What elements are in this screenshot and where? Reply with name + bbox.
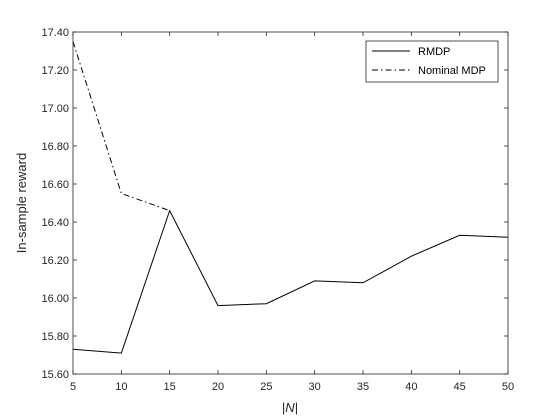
x-tick-label: 50 <box>502 381 514 393</box>
legend-box <box>365 40 499 83</box>
x-tick-label: 35 <box>357 381 369 393</box>
x-tick-label: 10 <box>115 381 127 393</box>
x-tick-label: 25 <box>260 381 272 393</box>
x-tick-label: 45 <box>454 381 466 393</box>
x-axis-label-variable: N <box>285 400 295 415</box>
series-line-rmdp <box>72 209 509 354</box>
y-tick-label: 17.40 <box>41 27 69 39</box>
series-line-nominal-mdp <box>72 41 170 212</box>
y-tick-label: 16.40 <box>41 217 69 229</box>
x-tick-label: 40 <box>405 381 417 393</box>
y-tick-label: 17.00 <box>41 103 69 115</box>
x-tick-label: 20 <box>212 381 224 393</box>
y-axis-label: In-sample reward <box>14 153 29 253</box>
y-tick-label: 16.80 <box>41 141 69 153</box>
y-tick-label: 16.60 <box>41 179 69 191</box>
plot-frame <box>72 31 509 375</box>
data-layer <box>72 41 509 354</box>
legend: RMDP Nominal MDP <box>365 40 499 83</box>
x-tick-label: 15 <box>164 381 176 393</box>
x-axis-label: |N| <box>282 400 298 415</box>
x-axis-label-prefix: | <box>282 400 285 415</box>
y-tick-label: 17.20 <box>41 65 69 77</box>
y-tick-label: 15.60 <box>41 369 69 381</box>
y-tick-label: 16.20 <box>41 255 69 267</box>
y-tick-label: 16.00 <box>41 293 69 305</box>
ticks-layer: 5 10 15 20 25 30 35 40 45 50 15.60 15.80 16.00 16.20 1… <box>41 27 514 393</box>
y-tick-label: 15.80 <box>41 331 69 343</box>
x-tick-label: 30 <box>309 381 321 393</box>
axes-layer <box>72 31 509 375</box>
x-axis-label-suffix: | <box>295 400 298 415</box>
legend-label-nominal-mdp: Nominal MDP <box>418 65 486 77</box>
x-tick-label: 5 <box>70 381 76 393</box>
legend-label-rmdp: RMDP <box>418 46 450 58</box>
plot-background <box>73 32 508 374</box>
